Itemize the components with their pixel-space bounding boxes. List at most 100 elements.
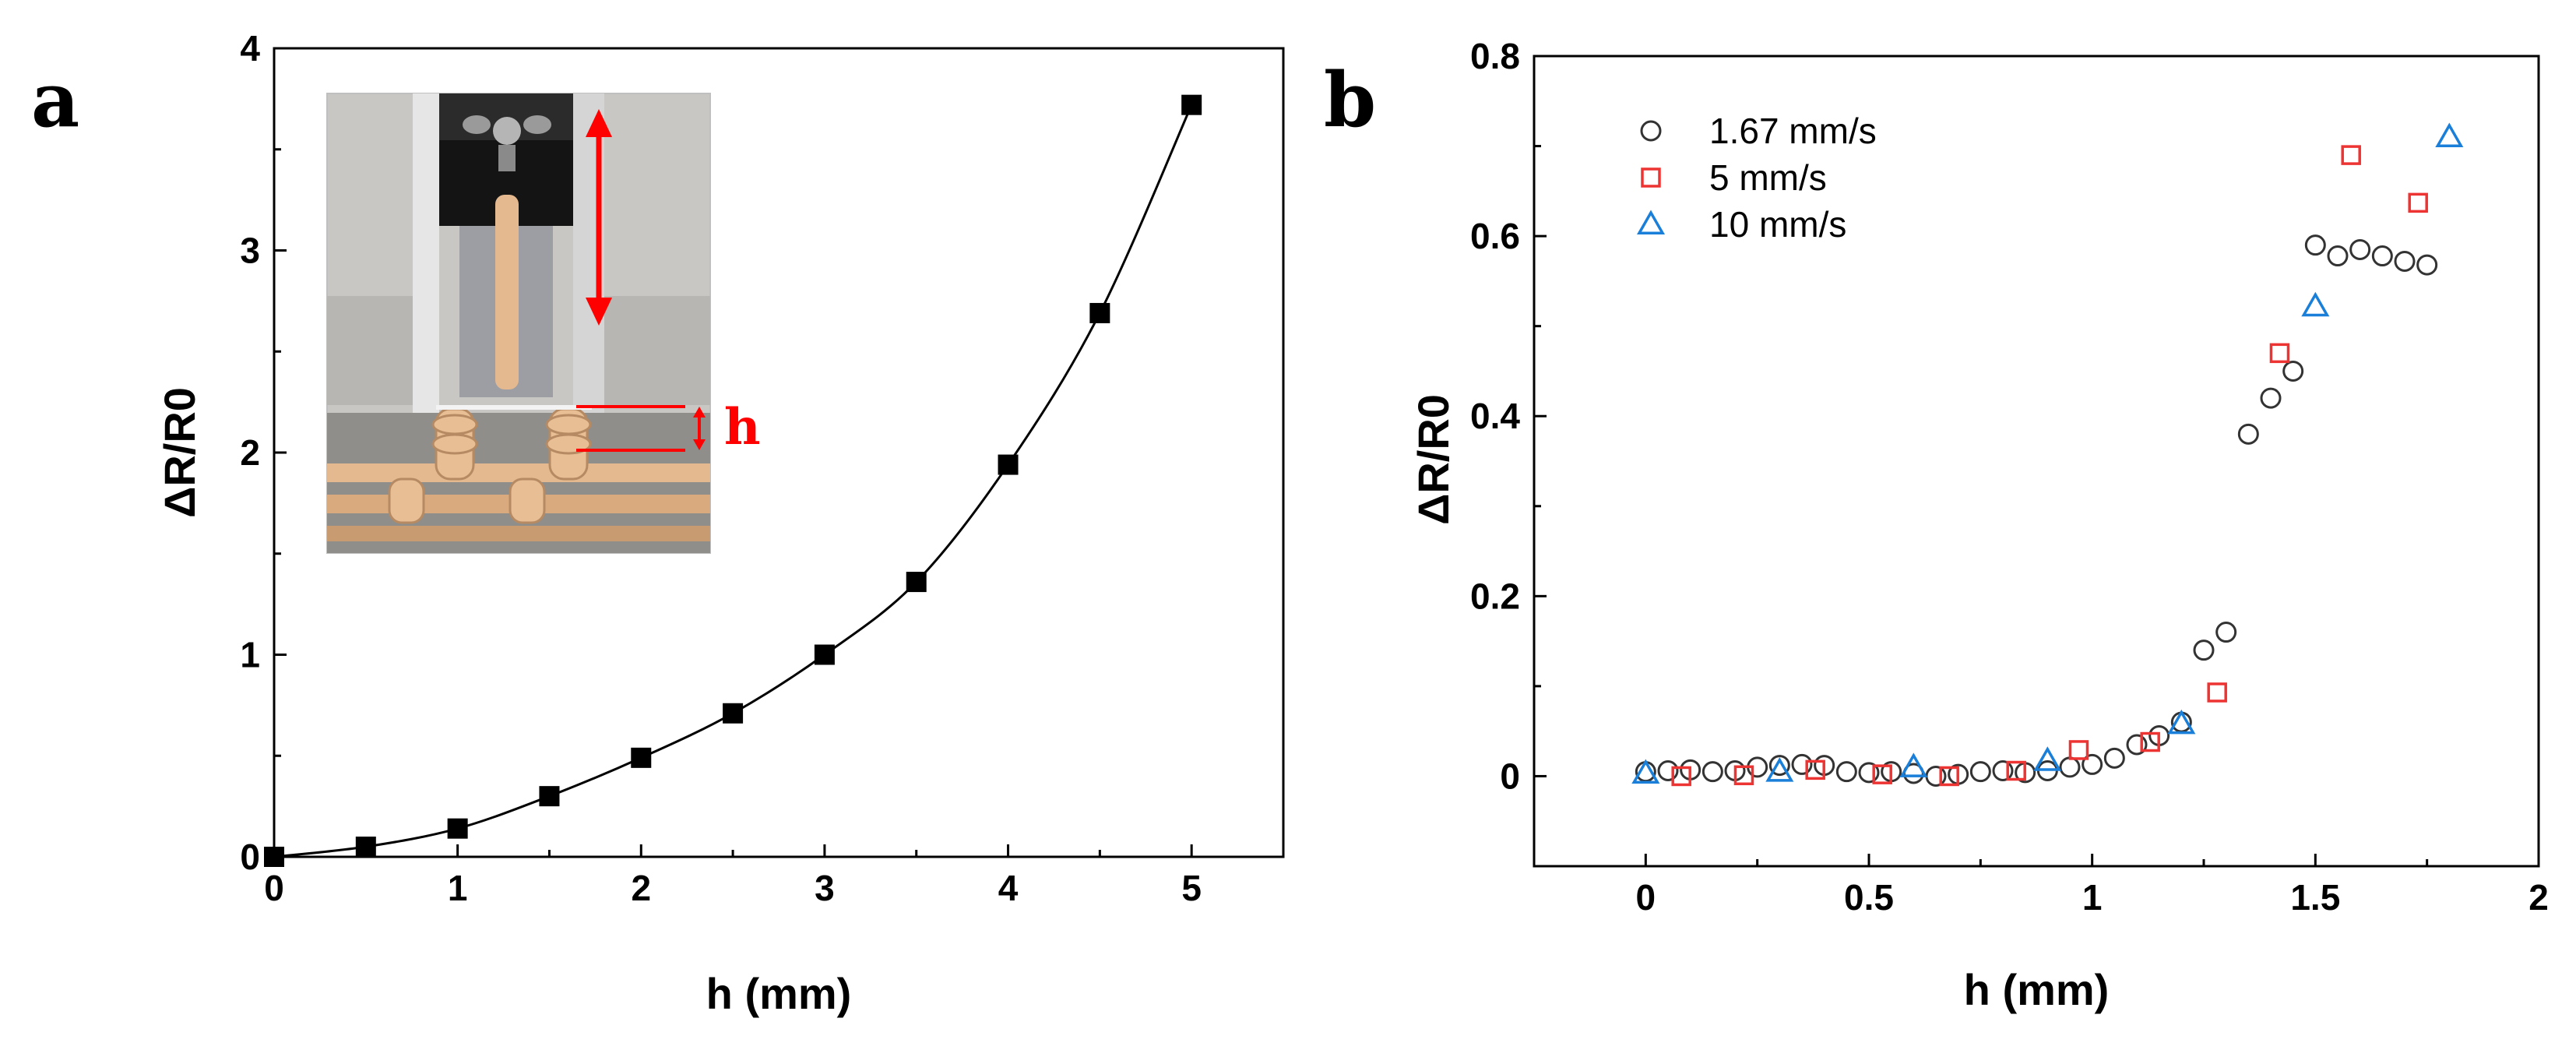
- x-axis-title-b: h (mm): [1964, 965, 2110, 1014]
- data-point-open-circle: [1925, 765, 1947, 787]
- data-point-open-circle: [1858, 762, 1880, 784]
- data-point-open-square: [1939, 766, 1959, 787]
- data-point-square: [906, 572, 927, 593]
- data-point-open-circle: [2416, 254, 2438, 276]
- y-axis-title-a: ΔR/R0: [155, 387, 204, 518]
- data-point-open-circle: [1791, 753, 1813, 775]
- wing-nut-icon: [463, 115, 551, 171]
- data-point-open-circle: [2059, 756, 2081, 778]
- data-points-b: [1631, 122, 2464, 787]
- data-point-open-square: [2408, 192, 2428, 213]
- data-point-open-square: [1671, 766, 1691, 787]
- h-dimension-marker: [576, 405, 706, 452]
- double-arrow-icon: [586, 109, 612, 326]
- data-point-open-square: [2207, 682, 2227, 703]
- data-point-open-circle: [1701, 761, 1723, 783]
- legend-marker-open-circle: [1640, 120, 1662, 142]
- data-point-open-circle: [2215, 622, 2237, 643]
- x-tick-label-b: 0: [1636, 877, 1656, 918]
- data-point-open-circle: [2327, 245, 2349, 267]
- data-point-square: [264, 847, 284, 867]
- y-tick-label-b: 0.4: [1470, 396, 1520, 436]
- y-tick-label-b: 0.2: [1470, 576, 1520, 616]
- data-point-square: [631, 747, 652, 768]
- axis-ticks-b: [1534, 55, 2540, 866]
- data-point-square: [723, 703, 744, 724]
- legend-marker-open-square: [1641, 167, 1661, 188]
- x-tick-label-b: 1: [2082, 877, 2103, 918]
- data-point-open-square: [2140, 731, 2160, 752]
- legend-marker-open-triangle: [1636, 210, 1666, 234]
- chart-b: 0 0.5 1 1.5 2 0 0.2 0.4 0.6 0.8 h (mm) ΔR/R0 1.67…: [1409, 36, 2549, 1014]
- y-axis-title-b: ΔR/R0: [1409, 394, 1458, 525]
- data-point-open-circle: [1992, 760, 2014, 782]
- data-point-open-circle: [2304, 234, 2326, 256]
- data-point-open-circle: [2103, 747, 2125, 769]
- data-point-open-circle: [1835, 761, 1857, 783]
- data-point-open-circle: [2193, 640, 2215, 661]
- y-tick-label-a: 0: [240, 837, 260, 877]
- y-tick-label-a: 4: [240, 28, 260, 69]
- data-point-open-square: [2006, 760, 2026, 781]
- data-point-open-circle: [1657, 760, 1679, 782]
- x-tick-label-b: 1.5: [2290, 877, 2340, 918]
- data-point-open-square: [2269, 343, 2290, 364]
- data-points-a: [264, 94, 1202, 867]
- data-point-square: [355, 837, 376, 858]
- data-point-open-circle: [1768, 755, 1790, 777]
- data-point-open-circle: [2371, 245, 2393, 267]
- data-point-open-triangle: [1765, 757, 1794, 782]
- data-point-open-square: [1805, 759, 1825, 780]
- data-point-open-triangle: [2033, 746, 2062, 771]
- data-point-open-triangle: [2301, 291, 2330, 317]
- tick-labels-a: 0 1 2 3 4 5 0 1 2 3 4: [240, 28, 1202, 908]
- x-axis-title-a: h (mm): [706, 969, 852, 1018]
- x-tick-label-a: 0: [264, 868, 284, 908]
- panel-letter-a: a: [31, 56, 79, 144]
- legend-label: 10 mm/s: [1709, 204, 1846, 245]
- data-point-open-square: [2068, 740, 2089, 760]
- chart-a: 0 1 2 3 4 5 0 1 2 3 4 h (mm) ΔR/R0: [155, 28, 1285, 1018]
- data-point-open-circle: [2282, 360, 2304, 382]
- x-tick-label-a: 1: [448, 868, 468, 908]
- y-tick-label-a: 3: [240, 231, 260, 271]
- data-point-open-circle: [2260, 387, 2282, 409]
- panel-letter-b: b: [1324, 56, 1376, 144]
- data-point-square: [814, 644, 835, 665]
- x-tick-label-b: 0.5: [1844, 877, 1894, 918]
- tick-labels-b: 0 0.5 1 1.5 2 0 0.2 0.4 0.6 0.8: [1470, 36, 2549, 918]
- data-point-open-square: [1872, 764, 1892, 784]
- data-point-square: [1089, 302, 1110, 323]
- x-tick-label-a: 3: [815, 868, 835, 908]
- x-tick-label-a: 2: [631, 868, 651, 908]
- inset-photo: h: [326, 93, 761, 554]
- x-tick-label-a: 4: [998, 868, 1019, 908]
- data-point-square: [447, 818, 468, 839]
- y-tick-label-b: 0.6: [1470, 216, 1520, 256]
- y-tick-label-a: 1: [240, 635, 260, 675]
- data-point-square: [1181, 94, 1202, 115]
- data-point-open-triangle: [1631, 759, 1660, 784]
- data-point-square: [539, 786, 560, 807]
- inset-h-label: h: [724, 398, 761, 456]
- data-point-open-circle: [2237, 423, 2259, 445]
- data-point-open-triangle: [2167, 709, 2196, 735]
- data-point-open-triangle: [1899, 752, 1928, 777]
- x-tick-label-b: 2: [2528, 877, 2549, 918]
- data-point-open-circle: [2349, 238, 2371, 260]
- y-tick-label-b: 0: [1500, 756, 1520, 796]
- legend-b: 1.67 mm/s 5 mm/s 10 mm/s: [1636, 111, 1877, 245]
- data-point-open-circle: [2394, 250, 2416, 272]
- data-point-square: [998, 454, 1019, 475]
- data-point-open-circle: [2082, 753, 2103, 775]
- data-point-open-square: [2341, 145, 2361, 165]
- legend-label: 1.67 mm/s: [1709, 111, 1877, 151]
- data-point-open-triangle: [2435, 122, 2464, 147]
- x-tick-label-a: 5: [1181, 868, 1202, 908]
- data-point-open-circle: [2126, 734, 2148, 756]
- plot-frame-b: [1533, 55, 2540, 868]
- y-tick-label-a: 2: [240, 432, 260, 473]
- legend-label: 5 mm/s: [1709, 157, 1827, 198]
- data-point-open-circle: [1969, 761, 1991, 783]
